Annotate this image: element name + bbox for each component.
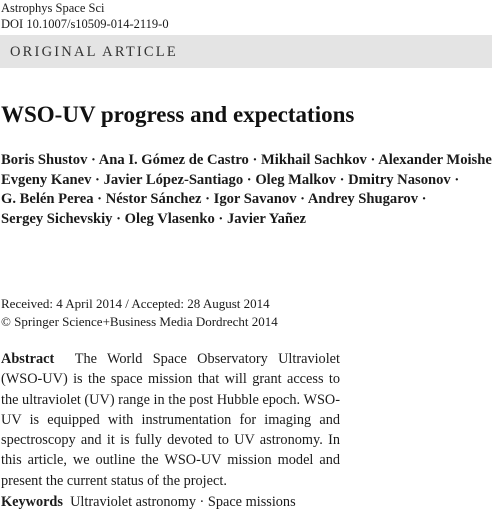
author-line: G. Belén Perea · Néstor Sánchez · Igor S… bbox=[1, 191, 427, 207]
journal-header: Astrophys Space Sci DOI 10.1007/s10509-0… bbox=[1, 0, 169, 32]
keywords: Keywords Ultraviolet astronomy · Space m… bbox=[1, 493, 296, 511]
article-type-label: ORIGINAL ARTICLE bbox=[10, 44, 178, 60]
abstract-text: The World Space Observatory Ultraviolet … bbox=[1, 351, 340, 489]
abstract-label: Abstract bbox=[1, 351, 55, 367]
journal-name: Astrophys Space Sci bbox=[1, 1, 105, 15]
author-line: Sergey Sichevskiy · Oleg Vlasenko · Javi… bbox=[1, 210, 306, 227]
author-list: Boris Shustov · Ana I. Gómez de Castro ·… bbox=[1, 151, 492, 229]
paper-title: WSO-UV progress and expectations bbox=[1, 102, 355, 127]
copyright-notice: © Springer Science+Business Media Dordre… bbox=[1, 313, 278, 329]
publication-dates: Received: 4 April 2014 / Accepted: 28 Au… bbox=[1, 295, 278, 330]
abstract: Abstract The World Space Observatory Ult… bbox=[1, 349, 340, 491]
article-type-banner: ORIGINAL ARTICLE bbox=[0, 35, 492, 68]
author-line: Boris Shustov · Ana I. Gómez de Castro ·… bbox=[1, 152, 492, 168]
keywords-text: Ultraviolet astronomy · Space missions bbox=[70, 494, 296, 510]
received-accepted-dates: Received: 4 April 2014 / Accepted: 28 Au… bbox=[1, 296, 270, 311]
author-line: Evgeny Kanev · Javier López-Santiago · O… bbox=[1, 171, 460, 188]
keywords-label: Keywords bbox=[1, 494, 63, 510]
journal-doi: DOI 10.1007/s10509-014-2119-0 bbox=[1, 17, 169, 31]
